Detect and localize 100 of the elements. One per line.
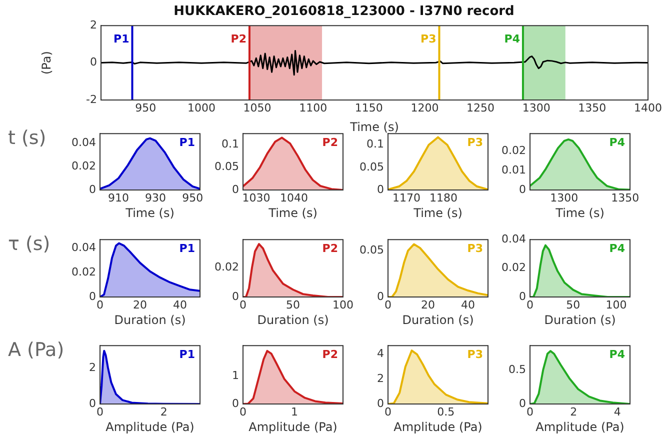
x-tick-label: 1400: [634, 101, 662, 114]
x-tick-label: 100: [332, 298, 354, 312]
x-tick-label: 1350: [611, 191, 640, 204]
x-axis-title: Duration (s): [114, 312, 186, 327]
x-axis-title: Amplitude (Pa): [248, 420, 338, 434]
text: P1: [179, 242, 195, 255]
chart-title: HUKKAKERO_20160818_123000 - I37N0 record: [174, 4, 514, 20]
y-tick-label: 0: [377, 396, 384, 410]
x-axis-title: Duration (s): [544, 312, 616, 327]
text: P4: [609, 136, 626, 149]
x-tick-label: 910: [108, 191, 130, 204]
x-tick-label: 1: [291, 405, 298, 418]
y-tick-label: 0.1: [222, 137, 239, 150]
y-tick-label: 0: [377, 290, 384, 303]
x-tick-label: 20: [421, 298, 435, 312]
y-tick-label: 0.04: [502, 232, 526, 246]
series-label: P3: [467, 136, 483, 149]
y-tick-label: 0: [519, 290, 526, 303]
x-tick-label: 1200: [410, 101, 439, 114]
y-tick-label: 1: [232, 368, 239, 382]
text: P3: [467, 348, 483, 361]
x-tick-label: 1350: [578, 101, 606, 114]
text: P2: [322, 136, 338, 149]
x-tick-label: 50: [286, 298, 300, 312]
x-tick-label: 1180: [430, 191, 458, 204]
x-tick-label: 950: [135, 101, 156, 114]
y-tick-label: 0: [89, 396, 96, 410]
x-tick-label: 1300: [550, 191, 578, 204]
y-tick-label: 0: [89, 182, 96, 196]
x-tick-label: 1100: [299, 101, 328, 114]
text: P2: [322, 348, 338, 361]
x-axis-title: Time (s): [268, 206, 318, 220]
y-tick-label: 0: [232, 182, 239, 196]
y-tick-label: 0.5: [508, 362, 526, 376]
x-axis-title: Amplitude (Pa): [394, 420, 482, 434]
y-tick-label: 2: [89, 360, 96, 374]
x-axis-title: Time (s): [412, 206, 462, 220]
y-tick-label: 0.05: [360, 160, 384, 174]
x-axis-title: Amplitude (Pa): [536, 420, 624, 434]
y-tick-label: 0.05: [214, 160, 239, 174]
x-tick-label: 1030: [242, 191, 270, 204]
x-axis-title: Time (s): [349, 120, 399, 134]
x-tick-label: 1040: [280, 191, 308, 204]
x-tick-label: 1170: [392, 191, 421, 204]
text: P3: [467, 242, 483, 255]
x-tick-label: 0.5: [437, 405, 455, 418]
y-tick-label: 0.05: [360, 244, 384, 257]
y-axis-title: t (s): [8, 127, 46, 149]
x-tick-label: 50: [566, 298, 580, 312]
y-axis-title: τ (s): [8, 233, 50, 255]
x-tick-label: 2: [570, 405, 578, 418]
y-tick-label: 0.02: [72, 159, 96, 172]
text: P4: [609, 348, 626, 361]
x-tick-label: 1300: [522, 101, 550, 114]
x-tick-label: 40: [461, 298, 475, 312]
x-tick-label: 1050: [243, 101, 272, 114]
y-tick-label: 0.04: [72, 241, 96, 254]
y-axis-title: (Pa): [39, 51, 54, 75]
y-axis-title: A (Pa): [8, 339, 64, 361]
y-tick-label: 0: [519, 396, 526, 410]
y-tick-label: 0.02: [502, 144, 526, 157]
y-tick-label: 0: [90, 56, 97, 69]
y-tick-label: 0: [519, 182, 526, 196]
x-axis-title: Duration (s): [402, 312, 474, 327]
x-axis-title: Duration (s): [257, 312, 329, 327]
text: P2: [322, 242, 338, 255]
text: P1: [179, 348, 195, 361]
x-tick-label: 1150: [354, 101, 383, 114]
x-tick-label: 950: [182, 191, 204, 204]
y-tick-label: 0.02: [502, 261, 526, 274]
x-tick-label: 930: [145, 191, 166, 204]
ref-line-label: P2: [230, 32, 246, 46]
x-tick-label: 4: [614, 405, 621, 418]
y-tick-label: 0: [377, 182, 384, 196]
y-tick-label: 2: [377, 372, 384, 386]
x-axis-title: Time (s): [554, 206, 604, 220]
ref-line-label: P3: [420, 32, 436, 46]
x-axis-title: Time (s): [124, 206, 174, 220]
y-tick-label: 2: [90, 18, 97, 32]
y-tick-label: 0.02: [72, 265, 96, 278]
y-tick-label: 0: [232, 396, 239, 410]
y-tick-label: 0.1: [366, 138, 384, 151]
series-label: P1: [179, 136, 195, 149]
text: P4: [609, 242, 626, 255]
x-tick-label: 20: [133, 298, 147, 312]
y-tick-label: 0: [89, 290, 96, 303]
y-tick-label: 0.02: [214, 260, 239, 274]
x-axis-title: Amplitude (Pa): [106, 420, 194, 434]
y-tick-label: 0.04: [72, 136, 96, 149]
x-tick-label: 1000: [187, 101, 216, 114]
ref-line-label: P4: [504, 32, 520, 46]
y-tick-label: 4: [377, 347, 384, 360]
y-tick-label: 0: [232, 290, 239, 303]
y-tick-label: 0.01: [502, 163, 526, 176]
x-tick-label: 2: [160, 405, 168, 418]
x-tick-label: 100: [606, 298, 627, 312]
x-tick-label: 1250: [466, 101, 495, 114]
ref-line-label: P1: [114, 32, 130, 46]
y-tick-label: -2: [86, 92, 97, 106]
x-tick-label: 40: [173, 298, 187, 312]
